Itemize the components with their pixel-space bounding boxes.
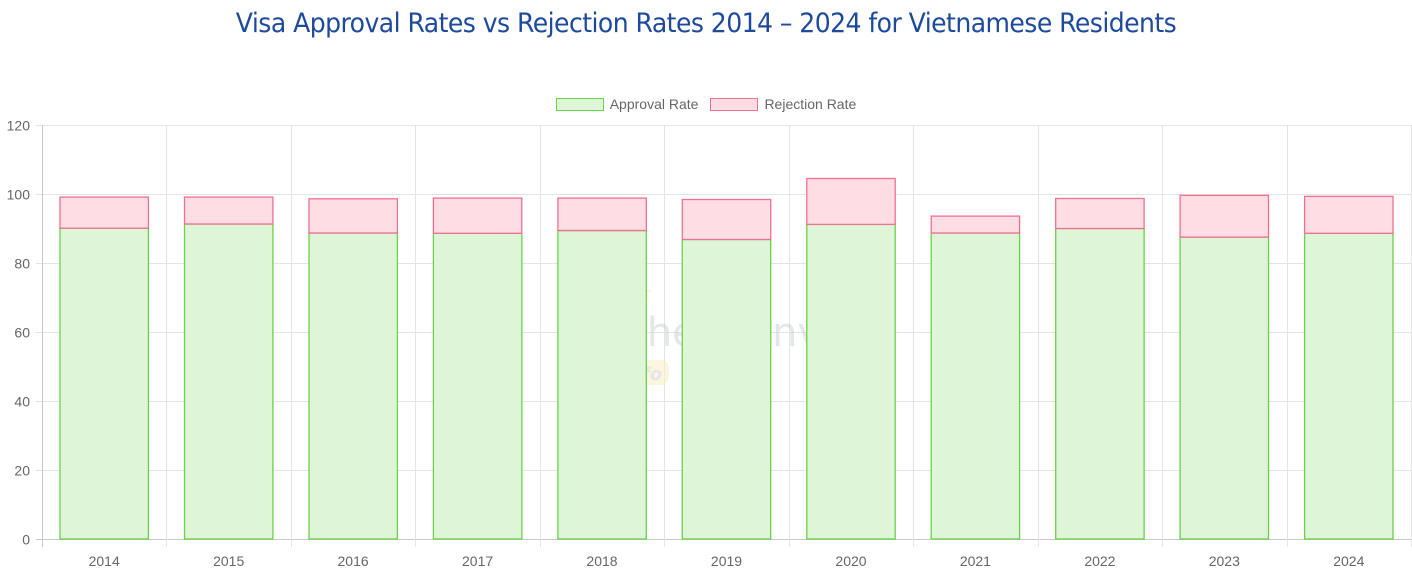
legend-item-rejection[interactable]: Rejection Rate bbox=[710, 96, 856, 112]
x-tick-label: 2024 bbox=[1333, 553, 1364, 569]
bar-rejection bbox=[681, 198, 772, 241]
x-tick-label: 2021 bbox=[960, 553, 991, 569]
bar-approval bbox=[183, 223, 274, 540]
x-tick-label: 2022 bbox=[1084, 553, 1115, 569]
bar-approval bbox=[930, 232, 1021, 540]
y-tick-label: 120 bbox=[7, 118, 31, 134]
x-tick-label: 2014 bbox=[89, 553, 120, 569]
legend-label-approval: Approval Rate bbox=[609, 96, 699, 112]
legend-swatch-rejection bbox=[710, 97, 759, 111]
bar-rejection bbox=[432, 197, 523, 234]
bar-approval bbox=[681, 238, 772, 540]
bar-rejection bbox=[308, 198, 399, 234]
x-tick-label: 2020 bbox=[835, 553, 866, 569]
chart-title: Visa Approval Rates vs Rejection Rates 2… bbox=[235, 8, 1177, 39]
bar-rejection bbox=[1055, 197, 1145, 230]
y-tick-label: 20 bbox=[14, 463, 30, 479]
y-tick-label: 80 bbox=[14, 256, 30, 272]
y-tick-label: 0 bbox=[22, 532, 30, 548]
bar-rejection bbox=[1303, 195, 1394, 234]
bar-approval bbox=[557, 229, 647, 540]
x-tick-label: 2018 bbox=[586, 553, 617, 569]
bar-rejection bbox=[930, 215, 1021, 234]
bar-rejection bbox=[1179, 194, 1270, 238]
legend: Approval Rate Rejection Rate bbox=[0, 96, 1412, 112]
legend-item-approval[interactable]: Approval Rate bbox=[555, 96, 699, 112]
bar-rejection bbox=[557, 197, 647, 232]
bar-approval bbox=[1303, 232, 1394, 540]
bar-rejection bbox=[183, 196, 274, 225]
bar-rejection bbox=[806, 177, 896, 226]
bar-rejection bbox=[59, 196, 150, 229]
y-tick-label: 60 bbox=[14, 325, 30, 341]
bar-approval bbox=[432, 232, 523, 540]
x-tick-label: 2015 bbox=[213, 553, 244, 569]
bar-approval bbox=[59, 227, 150, 540]
y-tick-label: 100 bbox=[7, 187, 31, 203]
axes: 0 20 40 60 80 100 120 2014 2015 2016 2017 2018 2019 2… bbox=[7, 118, 1365, 570]
bar-approval bbox=[1055, 227, 1145, 540]
x-tick-label: 2023 bbox=[1209, 553, 1240, 569]
y-tick-label: 40 bbox=[14, 394, 30, 410]
x-tick-label: 2019 bbox=[711, 553, 742, 569]
bar-approval bbox=[806, 223, 896, 540]
x-tick-label: 2016 bbox=[338, 553, 369, 569]
bar-approval bbox=[1179, 236, 1270, 540]
bar-approval bbox=[308, 232, 399, 540]
legend-label-rejection: Rejection Rate bbox=[764, 96, 857, 112]
x-tick-label: 2017 bbox=[462, 553, 493, 569]
bars bbox=[59, 177, 1394, 540]
legend-swatch-approval bbox=[555, 97, 604, 111]
